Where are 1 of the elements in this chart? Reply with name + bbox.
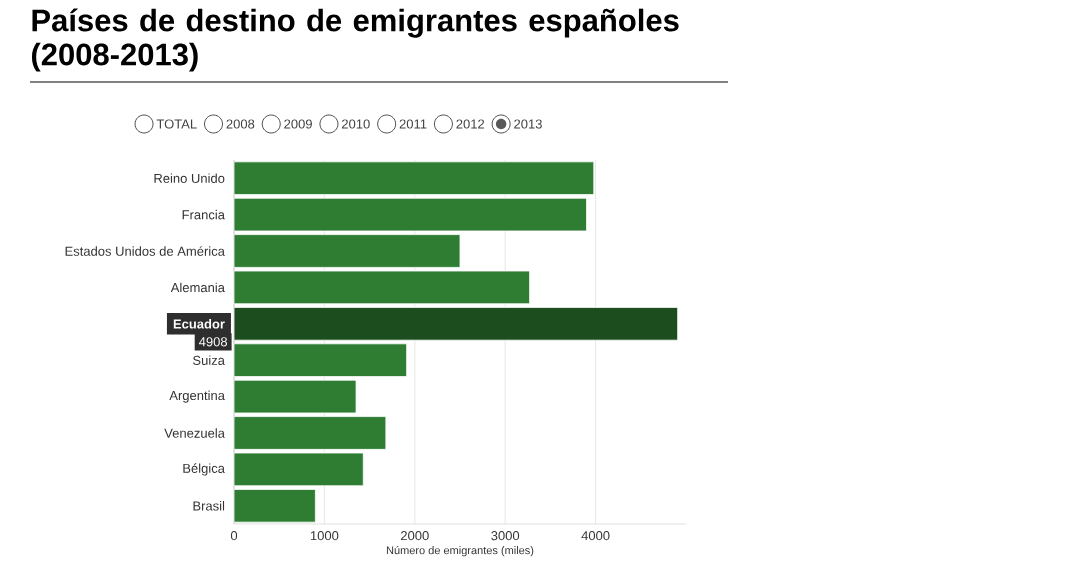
chart-title: Países de destino de emigrantes españoles (2008-2013) [31,8,679,72]
